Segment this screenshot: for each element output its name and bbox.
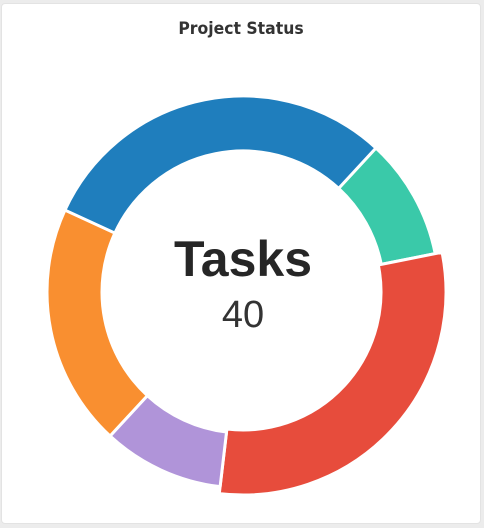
donut-chart: Tasks 40 xyxy=(45,94,448,497)
donut-slice-5[interactable] xyxy=(63,94,378,235)
chart-card: Project Status Tasks 40 xyxy=(1,3,481,524)
donut-slice-2[interactable] xyxy=(217,250,448,497)
chart-title: Project Status xyxy=(178,19,304,39)
donut-slice-4[interactable] xyxy=(45,208,149,438)
donut-slices xyxy=(45,94,448,497)
center-label: Tasks xyxy=(174,231,312,287)
center-value: 40 xyxy=(222,294,264,336)
